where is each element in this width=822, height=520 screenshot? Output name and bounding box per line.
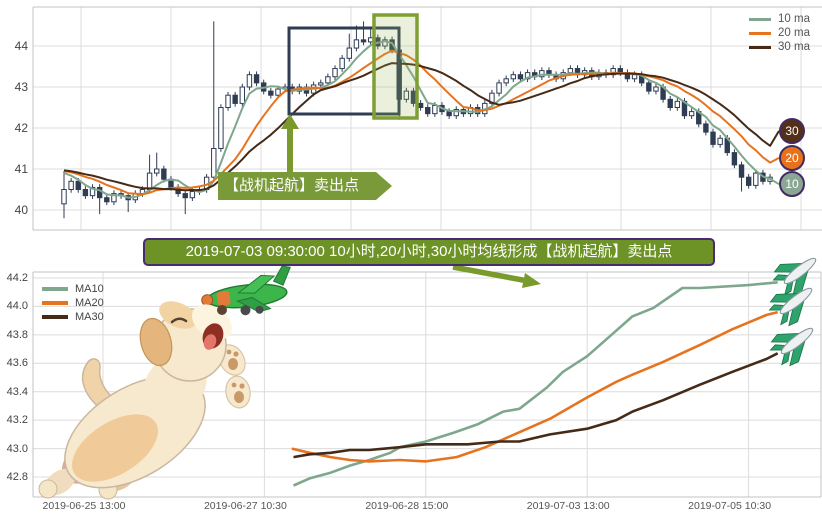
legend-swatch bbox=[749, 17, 772, 21]
sell-point-label: 【战机起航】卖出点 bbox=[218, 172, 392, 200]
legend-swatch bbox=[42, 301, 68, 305]
x-tick-label: 2019-06-27 10:30 bbox=[203, 500, 287, 512]
dog-illustration bbox=[38, 265, 291, 500]
y-tick-label: 43.0 bbox=[6, 442, 28, 455]
ma30-badge: 30 bbox=[779, 117, 805, 144]
sell-zone-box-green bbox=[372, 13, 419, 120]
y-tick-label: 43.6 bbox=[6, 357, 28, 370]
ma10-badge: 10 bbox=[779, 171, 805, 198]
legend-item[interactable]: MA10 bbox=[42, 282, 104, 296]
x-tick-label: 2019-07-03 13:00 bbox=[526, 500, 610, 512]
top-chart-grid bbox=[32, 6, 822, 231]
legend-item[interactable]: MA20 bbox=[42, 296, 104, 310]
bottom-ma10-line bbox=[292, 281, 778, 487]
ma-line-30 bbox=[63, 62, 780, 192]
ma20-badge: 20 bbox=[779, 144, 805, 171]
y-tick-label: 42 bbox=[14, 121, 28, 135]
y-tick-label: 44.0 bbox=[6, 300, 28, 313]
legend-item[interactable]: 30 ma bbox=[749, 40, 810, 54]
legend-item[interactable]: 10 ma bbox=[749, 12, 810, 26]
bottom-ma30-line bbox=[293, 352, 779, 459]
bottom-chart-legend: MA10 MA20 MA30 bbox=[42, 282, 104, 324]
y-tick-label: 44 bbox=[14, 39, 28, 53]
airplane-icon bbox=[767, 244, 822, 302]
y-tick-label: 43 bbox=[14, 80, 28, 94]
legend-label: 10 ma bbox=[778, 13, 810, 25]
toy-airplane-icon bbox=[201, 265, 291, 316]
ma-line-10 bbox=[63, 40, 780, 199]
y-tick-label: 43.4 bbox=[6, 385, 28, 398]
title-arrow-head-icon bbox=[522, 273, 541, 288]
y-tick-label: 42.8 bbox=[6, 471, 28, 483]
legend-label: 20 ma bbox=[778, 27, 810, 39]
y-tick-label: 41 bbox=[14, 162, 28, 176]
x-tick-label: 2019-06-28 15:00 bbox=[365, 500, 449, 512]
x-tick-label: 2019-07-05 10:30 bbox=[688, 500, 772, 512]
legend-label: MA30 bbox=[75, 311, 104, 323]
y-tick-label: 44.2 bbox=[6, 272, 28, 284]
signal-title: 2019-07-03 09:30:00 10小时,20小时,30小时均线形成【战… bbox=[143, 238, 715, 266]
legend-label: 30 ma bbox=[778, 41, 810, 53]
legend-swatch bbox=[749, 45, 772, 49]
legend-label: MA20 bbox=[75, 297, 104, 309]
bottom-ma-series[interactable] bbox=[291, 281, 779, 487]
bottom-ma20-line bbox=[291, 310, 779, 463]
y-tick-label: 43.2 bbox=[6, 414, 28, 427]
legend-item[interactable]: MA30 bbox=[42, 310, 104, 324]
legend-swatch bbox=[749, 31, 772, 35]
legend-swatch bbox=[42, 315, 68, 319]
y-tick-label: 40 bbox=[14, 203, 28, 217]
sell-point-up-arrow-icon bbox=[281, 114, 299, 172]
y-tick-label: 43.8 bbox=[6, 328, 28, 341]
legend-item[interactable]: 20 ma bbox=[749, 26, 810, 40]
pattern-box-navy bbox=[287, 26, 401, 116]
top-ma-lines bbox=[63, 40, 780, 199]
x-tick-label: 2019-06-25 13:00 bbox=[42, 500, 126, 512]
legend-label: MA10 bbox=[75, 283, 104, 295]
title-arrow-shaft bbox=[452, 264, 529, 284]
legend-swatch bbox=[42, 287, 68, 291]
top-chart-legend: 10 ma 20 ma 30 ma bbox=[749, 12, 810, 54]
